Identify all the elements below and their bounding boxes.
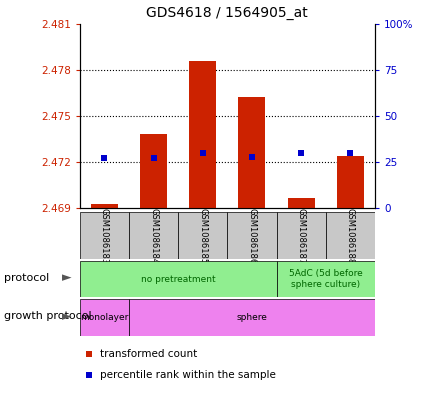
Bar	[276, 261, 374, 297]
Bar	[287, 198, 314, 208]
Text: GSM1086186: GSM1086186	[247, 208, 256, 264]
Text: growth protocol: growth protocol	[4, 311, 92, 321]
Text: no pretreatment: no pretreatment	[141, 275, 215, 283]
Bar	[276, 212, 325, 259]
Title: GDS4618 / 1564905_at: GDS4618 / 1564905_at	[146, 6, 307, 20]
Text: GSM1086185: GSM1086185	[198, 208, 207, 264]
Text: ►: ►	[62, 272, 71, 285]
Bar	[91, 204, 117, 208]
Bar	[325, 212, 374, 259]
Text: protocol: protocol	[4, 273, 49, 283]
Bar	[189, 61, 216, 208]
Text: percentile rank within the sample: percentile rank within the sample	[100, 370, 276, 380]
Bar	[227, 212, 276, 259]
Bar	[238, 97, 265, 208]
Text: GSM1086187: GSM1086187	[296, 208, 305, 264]
Text: monolayer: monolayer	[80, 313, 128, 322]
Text: GSM1086184: GSM1086184	[149, 208, 158, 264]
Bar	[140, 134, 167, 208]
Text: sphere: sphere	[236, 313, 267, 322]
Text: GSM1086183: GSM1086183	[100, 208, 109, 264]
Bar	[80, 212, 129, 259]
Bar	[129, 299, 374, 336]
Bar	[80, 261, 276, 297]
Text: ►: ►	[62, 310, 71, 323]
Bar	[129, 212, 178, 259]
Bar	[336, 156, 363, 208]
Bar	[178, 212, 227, 259]
Text: 5AdC (5d before
sphere culture): 5AdC (5d before sphere culture)	[288, 269, 362, 289]
Bar	[80, 299, 129, 336]
Text: GSM1086188: GSM1086188	[345, 208, 354, 264]
Text: transformed count: transformed count	[100, 349, 197, 359]
